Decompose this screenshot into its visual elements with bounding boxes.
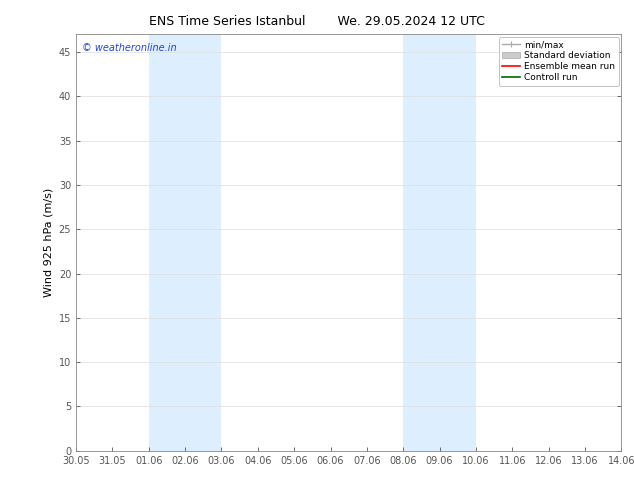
Legend: min/max, Standard deviation, Ensemble mean run, Controll run: min/max, Standard deviation, Ensemble me… [499, 37, 619, 86]
Bar [149, 34, 221, 451]
Bar [403, 34, 476, 451]
Text: ENS Time Series Istanbul        We. 29.05.2024 12 UTC: ENS Time Series Istanbul We. 29.05.2024 … [149, 15, 485, 28]
Text: © weatheronline.in: © weatheronline.in [82, 43, 176, 52]
Y-axis label: Wind 925 hPa (m/s): Wind 925 hPa (m/s) [43, 188, 53, 297]
